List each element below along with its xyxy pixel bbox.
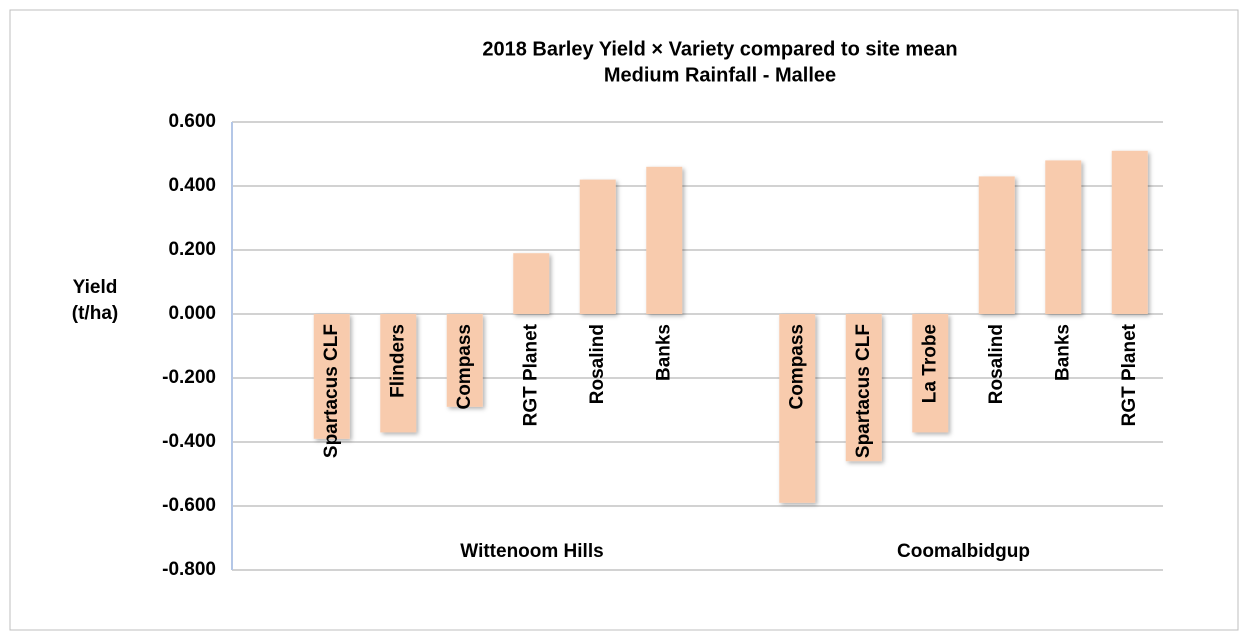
chart-border xyxy=(9,9,1239,631)
chart-title: 2018 Barley Yield × Variety compared to … xyxy=(482,38,957,60)
category-label: Spartacus CLF xyxy=(853,324,874,458)
bar xyxy=(313,314,350,439)
y-tick-label: -0.200 xyxy=(162,367,216,388)
category-label: Compass xyxy=(454,324,475,410)
chart-subtitle: Medium Rainfall - Mallee xyxy=(604,64,836,86)
category-label: Flinders xyxy=(387,324,408,398)
bar xyxy=(1111,150,1148,314)
y-tick-label: 0.600 xyxy=(168,111,216,132)
bar xyxy=(779,314,816,503)
category-label: Banks xyxy=(1052,324,1073,381)
y-tick-label: -0.400 xyxy=(162,431,216,452)
group-label: Coomalbidgup xyxy=(897,541,1030,562)
category-label: Spartacus CLF xyxy=(321,324,342,458)
bar xyxy=(1045,160,1082,314)
bar xyxy=(579,179,616,314)
bar xyxy=(646,166,683,314)
category-label: Banks xyxy=(653,324,674,381)
y-tick-label: 0.400 xyxy=(168,175,216,196)
y-axis-label: Yield xyxy=(73,277,118,298)
bar xyxy=(978,176,1015,314)
category-label: RGT Planet xyxy=(1119,323,1140,426)
category-label: La Trobe xyxy=(919,324,940,403)
y-tick-label: 0.000 xyxy=(168,303,216,324)
y-tick-label: 0.200 xyxy=(168,239,216,260)
bar xyxy=(845,314,882,462)
group-label: Wittenoom Hills xyxy=(460,541,603,562)
y-tick-label: -0.600 xyxy=(162,495,216,516)
category-label: Rosalind xyxy=(986,324,1007,404)
y-axis-label: (t/ha) xyxy=(72,303,118,324)
bar xyxy=(380,314,417,433)
bar xyxy=(513,253,550,314)
y-tick-label: -0.800 xyxy=(162,559,216,580)
bar xyxy=(446,314,483,407)
category-label: Rosalind xyxy=(587,324,608,404)
bar xyxy=(912,314,949,433)
category-label: Compass xyxy=(786,324,807,410)
category-label: RGT Planet xyxy=(520,323,541,426)
